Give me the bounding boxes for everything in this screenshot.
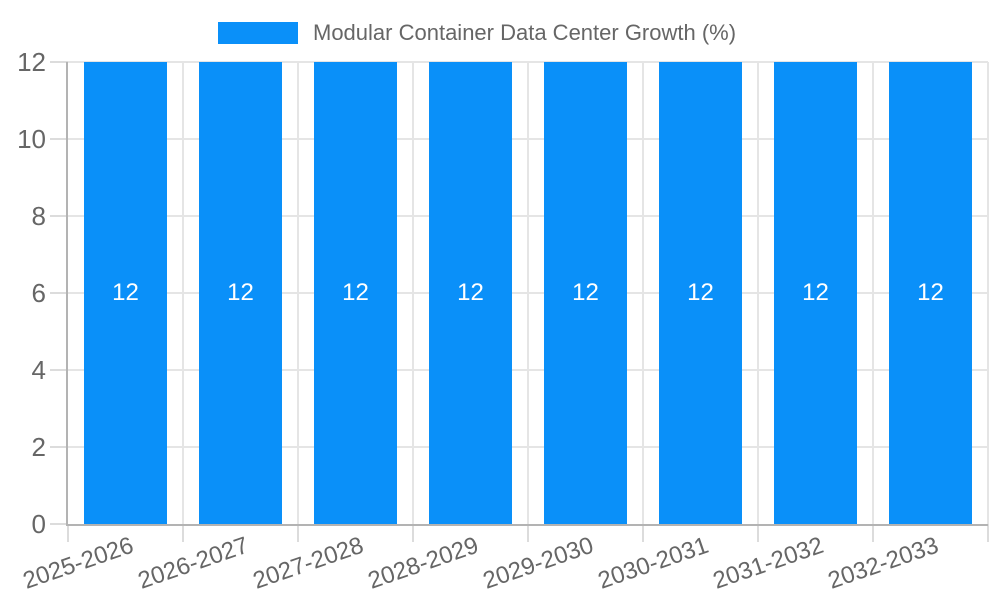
bar[interactable]: [199, 62, 282, 524]
legend-swatch: [218, 22, 298, 44]
v-gridline: [987, 62, 989, 524]
y-axis-tick: [50, 215, 68, 217]
x-axis-tick: [412, 524, 414, 542]
x-tick-label: 2026-2027: [134, 531, 252, 595]
v-gridline: [297, 62, 299, 524]
x-tick-label: 2031-2032: [709, 531, 827, 595]
y-axis-tick: [50, 523, 68, 525]
legend-item[interactable]: Modular Container Data Center Growth (%): [218, 20, 736, 46]
bar-value-label: 12: [687, 279, 714, 306]
y-tick-label: 4: [31, 355, 46, 385]
x-axis-line: [68, 524, 988, 526]
bar-value-label: 12: [572, 279, 599, 306]
x-axis-tick: [297, 524, 299, 542]
bar[interactable]: [84, 62, 167, 524]
y-tick-label: 12: [17, 47, 46, 77]
x-axis-tick: [67, 524, 69, 542]
x-axis-tick: [872, 524, 874, 542]
x-tick-label: 2025-2026: [19, 531, 137, 595]
x-tick-label: 2029-2030: [479, 531, 597, 595]
bar-value-label: 12: [917, 279, 944, 306]
x-tick-label: 2028-2029: [364, 531, 482, 595]
y-tick-label: 10: [17, 124, 46, 154]
y-tick-label: 8: [31, 201, 46, 231]
y-axis-line: [66, 62, 68, 526]
v-gridline: [642, 62, 644, 524]
v-gridline: [527, 62, 529, 524]
v-gridline: [757, 62, 759, 524]
x-tick-label: 2030-2031: [594, 531, 712, 595]
bar[interactable]: [774, 62, 857, 524]
x-tick-label: 2032-2033: [824, 531, 942, 595]
y-axis-tick: [50, 446, 68, 448]
legend-label: Modular Container Data Center Growth (%): [313, 20, 737, 45]
x-tick-label: 2027-2028: [249, 531, 367, 595]
y-tick-label: 0: [31, 509, 46, 539]
bar[interactable]: [429, 62, 512, 524]
v-gridline: [182, 62, 184, 524]
y-axis-tick: [50, 61, 68, 63]
bar-value-label: 12: [112, 279, 139, 306]
bar[interactable]: [544, 62, 627, 524]
y-axis-tick: [50, 369, 68, 371]
y-axis-tick: [50, 138, 68, 140]
y-tick-label: 6: [31, 278, 46, 308]
x-axis-tick: [642, 524, 644, 542]
bar[interactable]: [889, 62, 972, 524]
v-gridline: [872, 62, 874, 524]
x-axis-tick: [757, 524, 759, 542]
x-axis-tick: [987, 524, 989, 542]
bar[interactable]: [314, 62, 397, 524]
v-gridline: [412, 62, 414, 524]
y-tick-label: 2: [31, 432, 46, 462]
bar[interactable]: [659, 62, 742, 524]
bar-value-label: 12: [227, 279, 254, 306]
x-axis-tick: [182, 524, 184, 542]
x-axis-tick: [527, 524, 529, 542]
bar-value-label: 12: [457, 279, 484, 306]
bar-value-label: 12: [342, 279, 369, 306]
bar-value-label: 12: [802, 279, 829, 306]
y-axis-tick: [50, 292, 68, 294]
